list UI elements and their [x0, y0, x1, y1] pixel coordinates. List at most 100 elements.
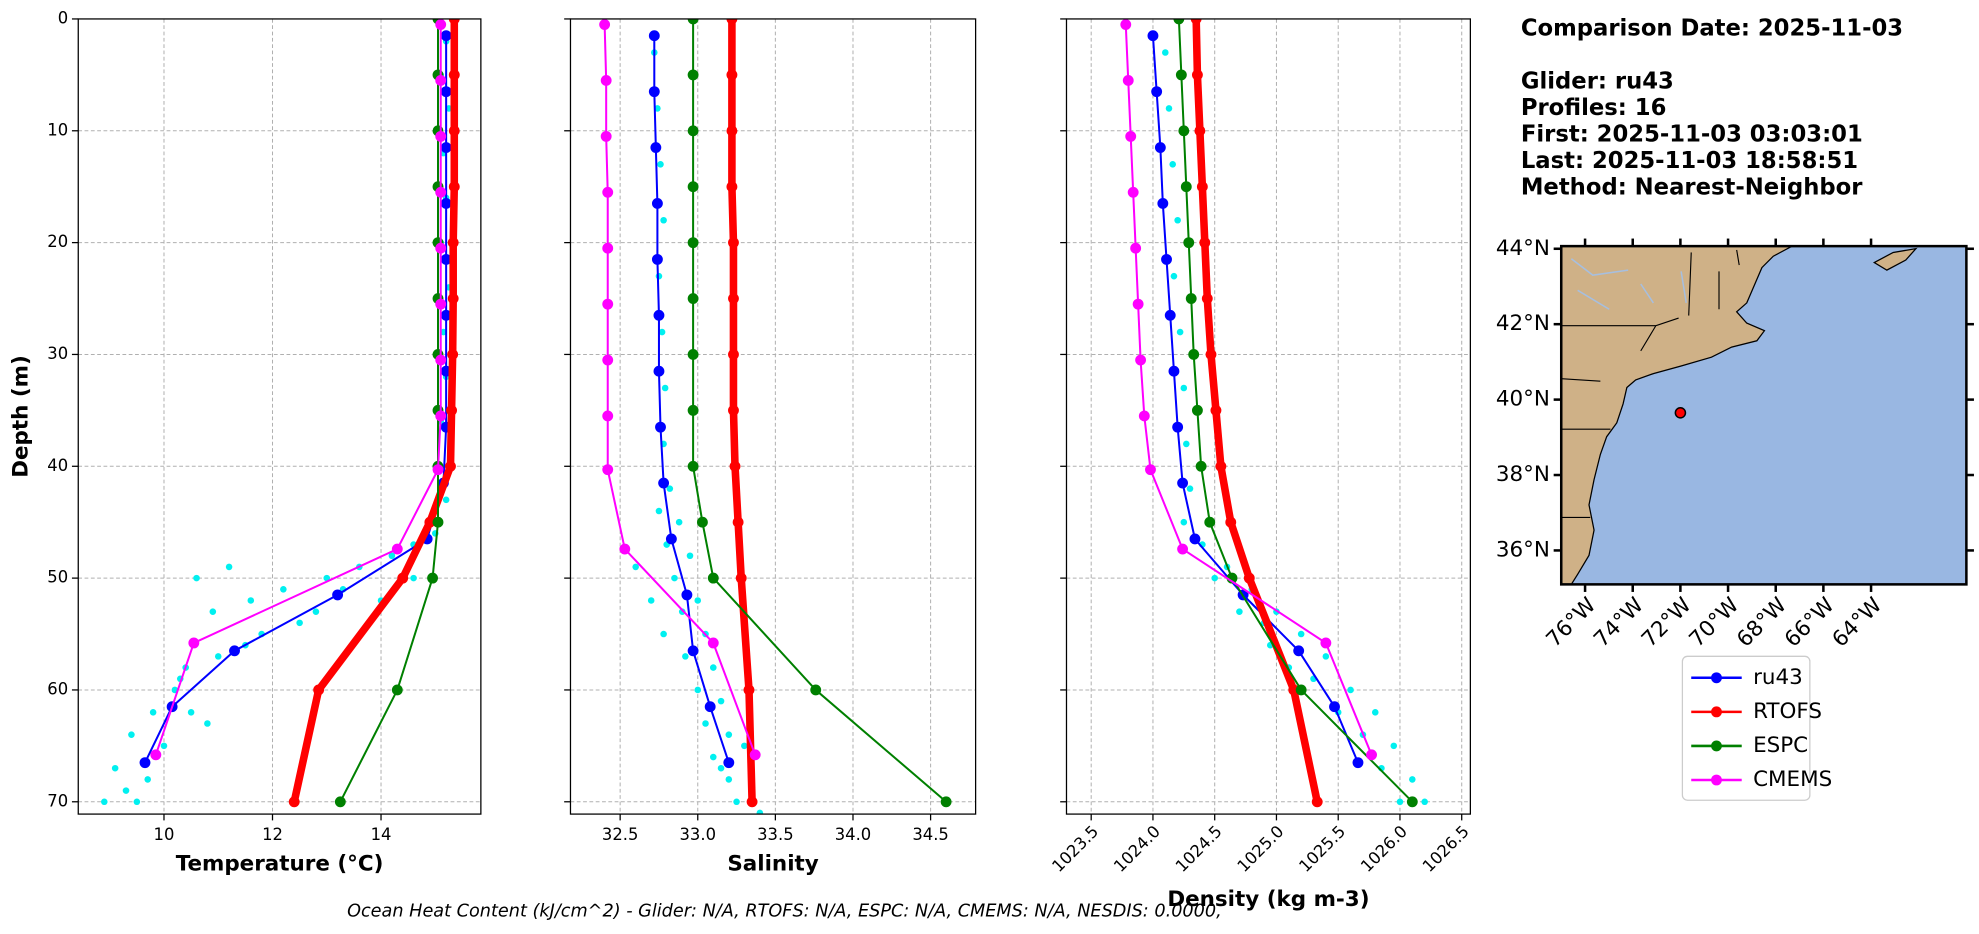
- scatter-point: [193, 574, 200, 582]
- border-lines: [1561, 249, 1740, 519]
- map-lon-label: 76°W: [1542, 593, 1602, 653]
- profile-point: [687, 645, 699, 657]
- scatter-point: [1322, 653, 1330, 660]
- profile-point: [1120, 19, 1132, 30]
- profile-point: [707, 572, 719, 584]
- x-tick-label: 34.0: [835, 825, 872, 844]
- x-tick-label: 32.5: [602, 825, 639, 844]
- plot-area: [1120, 18, 1428, 808]
- profile-point: [427, 572, 439, 584]
- y-tick-label: 30: [47, 344, 68, 363]
- profile-point: [729, 460, 741, 472]
- profile-point: [313, 684, 325, 696]
- scatter-point: [111, 764, 119, 772]
- profile-line: [339, 18, 440, 803]
- profile-point: [1215, 460, 1227, 472]
- panel: 32.5 33.0 33.5 34.0 34.5 Salinity: [564, 18, 977, 877]
- scatter-point: [1186, 485, 1194, 492]
- profile-point: [728, 293, 739, 304]
- profile-point: [687, 125, 699, 137]
- scatter-point: [1170, 272, 1178, 280]
- profile-point: [1151, 86, 1163, 98]
- map-lon-label: 68°W: [1732, 593, 1792, 653]
- profile-point: [1157, 198, 1169, 209]
- plot-area: [101, 18, 460, 808]
- profile-point: [687, 293, 699, 304]
- profile-point: [448, 18, 460, 25]
- profile-point: [432, 516, 444, 528]
- profile-point: [1366, 749, 1377, 761]
- profile-point: [1172, 421, 1184, 433]
- profile-point: [440, 253, 452, 265]
- scatter-point: [655, 272, 663, 280]
- profile-point: [687, 349, 699, 360]
- scatter-point: [686, 552, 694, 560]
- profile-point: [681, 589, 693, 601]
- scatter-point: [187, 709, 195, 716]
- x-tick-label: 1025.5: [1295, 822, 1349, 876]
- scatter-point: [1183, 440, 1190, 448]
- profile-point: [1311, 796, 1323, 808]
- profile-point: [602, 464, 614, 476]
- scatter-point: [733, 798, 740, 806]
- profile-point: [440, 309, 452, 321]
- x-tick-label: 1025.0: [1234, 822, 1288, 876]
- legend-marker: [1711, 740, 1722, 752]
- map-lon-label: 72°W: [1637, 593, 1697, 653]
- profile-point: [1173, 18, 1185, 25]
- scatter-point: [678, 608, 686, 615]
- profile-point: [435, 298, 447, 310]
- scatter-point: [1169, 161, 1176, 168]
- info-line: Profiles: 16: [1521, 95, 1667, 121]
- scatter-point: [660, 630, 667, 638]
- land: [1561, 246, 1793, 585]
- profile-line: [154, 24, 442, 756]
- scatter-point: [160, 742, 168, 750]
- profile-point: [1132, 298, 1144, 310]
- profile-point: [1201, 293, 1213, 304]
- scatter-point: [128, 731, 135, 738]
- scatter-point: [694, 597, 702, 604]
- map-frame: [1559, 244, 1968, 586]
- scatter-point: [214, 653, 222, 660]
- info-line: First: 2025-11-03 03:03:01: [1521, 122, 1863, 148]
- profile-point: [1180, 181, 1192, 193]
- scatter-point: [312, 608, 320, 615]
- profile-point: [188, 637, 200, 649]
- axes-frame: [1065, 18, 1471, 815]
- scatter-point: [741, 742, 748, 750]
- x-tick-label: 1024.0: [1110, 822, 1164, 876]
- profile-point: [1122, 75, 1134, 86]
- scatter-point: [149, 709, 157, 716]
- profile-point: [1195, 460, 1207, 472]
- profile-point: [696, 516, 708, 528]
- scatter-point: [1421, 798, 1428, 806]
- info-line: Glider: ru43: [1521, 69, 1674, 95]
- profile-point: [728, 349, 739, 360]
- map-lat-label: 40°N: [1496, 387, 1550, 412]
- scatter-point: [756, 809, 764, 815]
- scatter-point: [1162, 49, 1169, 56]
- profile-point: [665, 533, 677, 545]
- scatter-point: [660, 216, 667, 224]
- profile-point: [599, 19, 611, 30]
- profile-point: [440, 198, 452, 209]
- profile-point: [1191, 404, 1203, 416]
- profile-point: [687, 69, 699, 81]
- scatter-point: [1297, 630, 1305, 638]
- legend-marker: [1711, 706, 1722, 718]
- profile-point: [602, 410, 614, 422]
- scatter-point: [694, 686, 702, 694]
- map-lon-label: 66°W: [1780, 593, 1840, 653]
- y-tick-label: 50: [47, 568, 68, 587]
- glider-location: [1674, 406, 1687, 419]
- profile-point: [1196, 181, 1208, 193]
- profile-point: [432, 464, 444, 476]
- profile-point: [1135, 354, 1147, 366]
- scatter-point: [144, 776, 151, 783]
- profile-point: [704, 701, 716, 713]
- x-tick-label: 14: [371, 825, 392, 844]
- map-lat-label: 36°N: [1496, 537, 1550, 562]
- profile-point: [726, 69, 738, 81]
- x-axis-label: Temperature (°C): [176, 852, 384, 877]
